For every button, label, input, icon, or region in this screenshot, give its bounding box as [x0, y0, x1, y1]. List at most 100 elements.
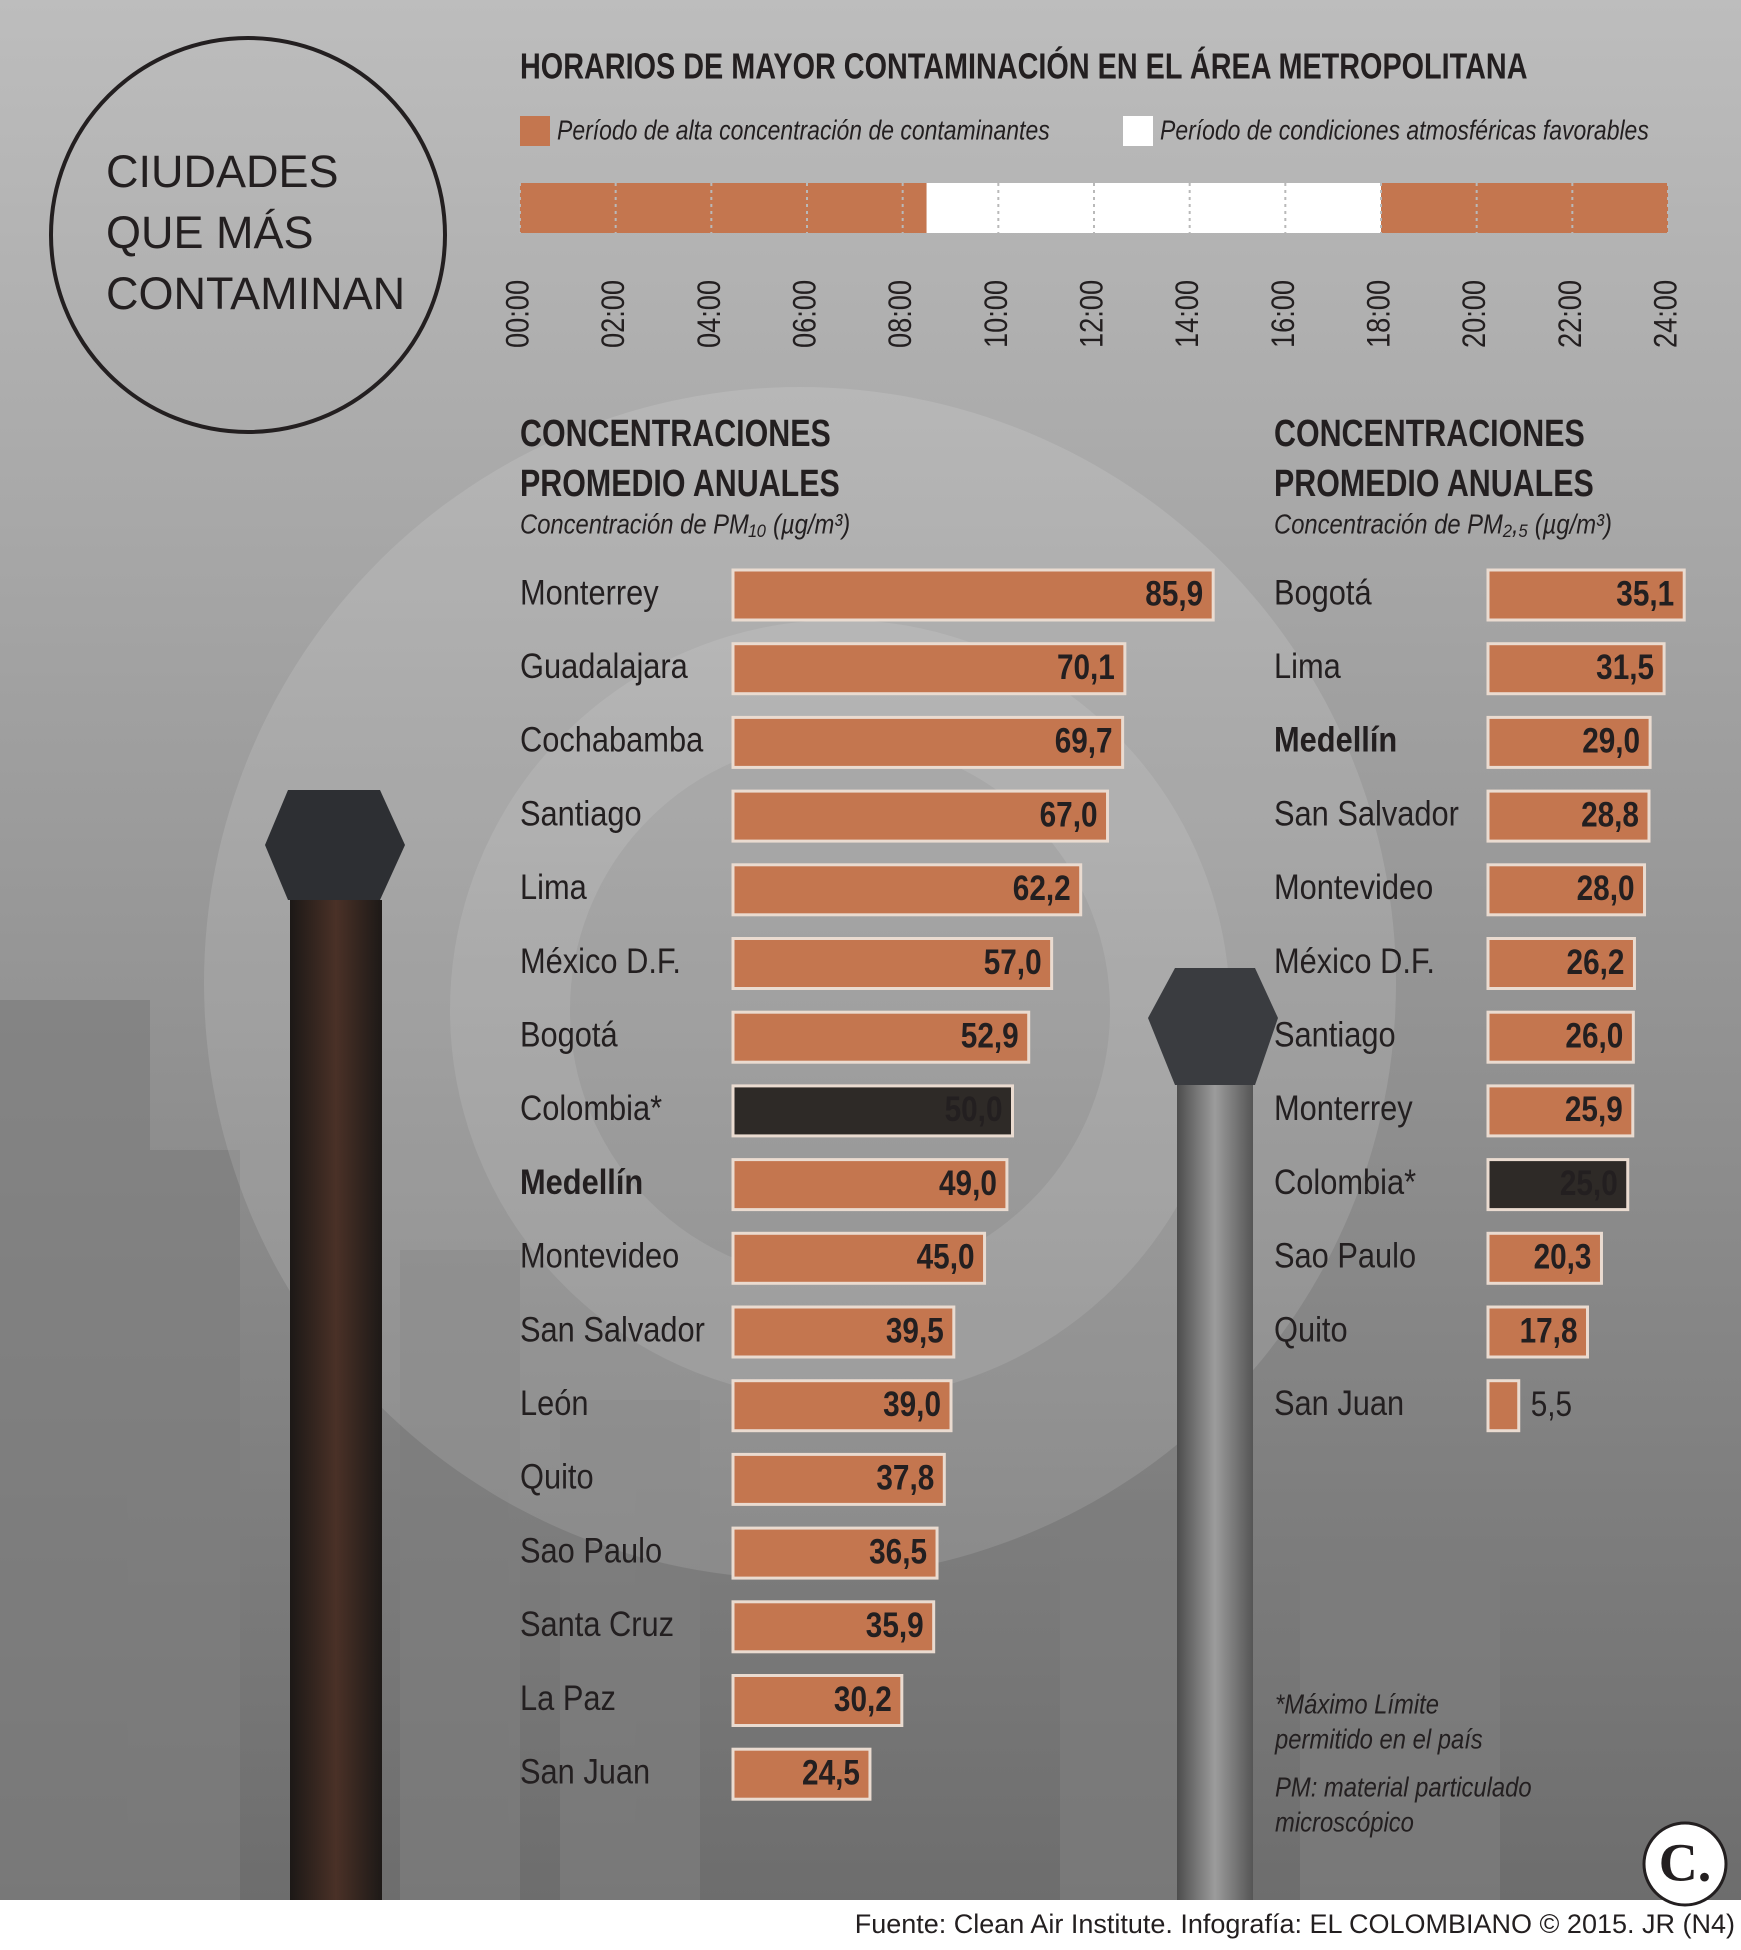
value-label: 85,9: [1145, 574, 1203, 613]
value-label: 26,0: [1565, 1016, 1623, 1055]
value-label: 50,0: [945, 1090, 1003, 1129]
bar: [1486, 937, 1636, 990]
period-segment: [1381, 183, 1668, 233]
value-label: 28,8: [1581, 795, 1639, 834]
bar: [1486, 1010, 1635, 1064]
badge-line: CONTAMINAN: [106, 268, 405, 319]
x-tick-label: 22:00: [1552, 280, 1588, 348]
x-tick-label: 04:00: [691, 280, 727, 348]
bar: [731, 1452, 946, 1506]
value-label: 57,0: [984, 943, 1042, 982]
x-tick-label: 18:00: [1360, 280, 1396, 348]
value-label: 5,5: [1531, 1385, 1572, 1424]
value-label: 69,7: [1055, 722, 1113, 761]
chart-title: PROMEDIO ANUALES: [520, 463, 840, 505]
bar: [731, 1747, 872, 1801]
note-line: microscópico: [1275, 1806, 1414, 1837]
x-tick-label: 02:00: [595, 280, 631, 348]
value-label: 39,5: [886, 1311, 944, 1350]
bar: [1486, 568, 1686, 622]
bar: [1486, 1084, 1635, 1138]
value-label: 45,0: [917, 1238, 975, 1277]
bar: [1486, 715, 1652, 769]
source: Fuente: Clean Air Institute. Infografía:…: [855, 1909, 1735, 1939]
bar-chart: CONCENTRACIONES PROMEDIO ANUALESConcentra…: [520, 413, 1215, 1801]
legend-label: Período de alta concentración de contami…: [557, 114, 1050, 145]
notes: *Máximo Límite permitido en el país PM: ma…: [1274, 1688, 1531, 1837]
bar: [1486, 863, 1647, 917]
x-tick-label: 24:00: [1647, 280, 1683, 348]
badge-circle: [49, 36, 447, 434]
category-label: Bogotá: [1274, 573, 1372, 612]
bar: [731, 1600, 936, 1654]
value-label: 67,0: [1040, 795, 1098, 834]
legend-swatch: [1123, 116, 1153, 146]
value-label: 35,1: [1616, 574, 1674, 613]
value-label: 25,9: [1565, 1090, 1623, 1129]
category-label: Santa Cruz: [520, 1605, 674, 1644]
value-label: 36,5: [869, 1532, 927, 1571]
bar: [1486, 642, 1666, 696]
legend-label: Período de condiciones atmosféricas favo…: [1160, 114, 1649, 145]
x-tick-label: 06:00: [786, 280, 822, 348]
category-label: León: [520, 1384, 589, 1423]
category-label: Lima: [1274, 647, 1341, 686]
category-label: San Juan: [520, 1752, 650, 1791]
bar: [731, 568, 1215, 622]
badge: CIUDADES QUE MÁS CONTAMINAN: [106, 146, 405, 319]
category-label: Monterrey: [1274, 1089, 1413, 1128]
note-line: *Máximo Límite: [1275, 1688, 1439, 1719]
category-label: San Salvador: [1274, 794, 1459, 833]
footer-strip: [0, 1900, 1741, 1950]
category-label: Santiago: [1274, 1015, 1396, 1054]
category-label: Santiago: [520, 794, 642, 833]
chart-title: HORARIOS DE MAYOR CONTAMINACIÓN EN EL ÁR…: [520, 45, 1528, 87]
value-label: 24,5: [802, 1753, 860, 1792]
x-tick-label: 20:00: [1456, 280, 1492, 348]
category-label: Montevideo: [1274, 868, 1433, 907]
category-label: Sao Paulo: [1274, 1237, 1416, 1276]
chart-title: CONCENTRACIONES: [520, 413, 831, 455]
category-label: Cochabamba: [520, 721, 704, 760]
bar: [731, 1526, 939, 1580]
value-label: 30,2: [834, 1680, 892, 1719]
bar: [1486, 1379, 1521, 1433]
bar: [731, 789, 1110, 843]
bar: [731, 937, 1054, 990]
category-label: Quito: [520, 1458, 594, 1497]
logo: C.: [1659, 1832, 1712, 1892]
category-label: Guadalajara: [520, 647, 688, 686]
logo-circle: [1642, 1821, 1728, 1907]
chimney-left: [265, 790, 405, 1900]
legend-swatch: [520, 116, 550, 146]
badge-line: QUE MÁS: [106, 207, 314, 258]
category-label: México D.F.: [1274, 942, 1435, 981]
value-label: 25,0: [1560, 1164, 1618, 1203]
category-label: Monterrey: [520, 573, 659, 612]
value-label: 29,0: [1582, 722, 1640, 761]
badge-line: CIUDADES: [106, 146, 339, 197]
category-label: Medellín: [1274, 721, 1397, 760]
x-tick-label: 12:00: [1073, 280, 1109, 348]
value-label: 35,9: [866, 1606, 924, 1645]
value-label: 39,0: [883, 1385, 941, 1424]
value-label: 26,2: [1567, 943, 1625, 982]
category-label: Montevideo: [520, 1237, 679, 1276]
chart-subtitle: Concentración de PM₁₀ (µg/m³): [520, 508, 850, 539]
bar: [731, 1158, 1009, 1212]
charts: HORARIOS DE MAYOR CONTAMINACIÓN EN EL ÁR…: [499, 45, 1686, 1801]
value-label: 62,2: [1013, 869, 1071, 908]
period-segment: [520, 183, 927, 233]
x-tick-label: 14:00: [1169, 280, 1205, 348]
category-label: La Paz: [520, 1679, 616, 1718]
value-label: 31,5: [1596, 648, 1654, 687]
bar: [1486, 1158, 1630, 1212]
category-label: Colombia*: [1274, 1163, 1416, 1202]
note-line: permitido en el país: [1274, 1723, 1483, 1754]
chimney-right: [1148, 968, 1278, 1900]
bar: [731, 1379, 953, 1433]
category-label: Lima: [520, 868, 587, 907]
bar: [1486, 789, 1651, 843]
